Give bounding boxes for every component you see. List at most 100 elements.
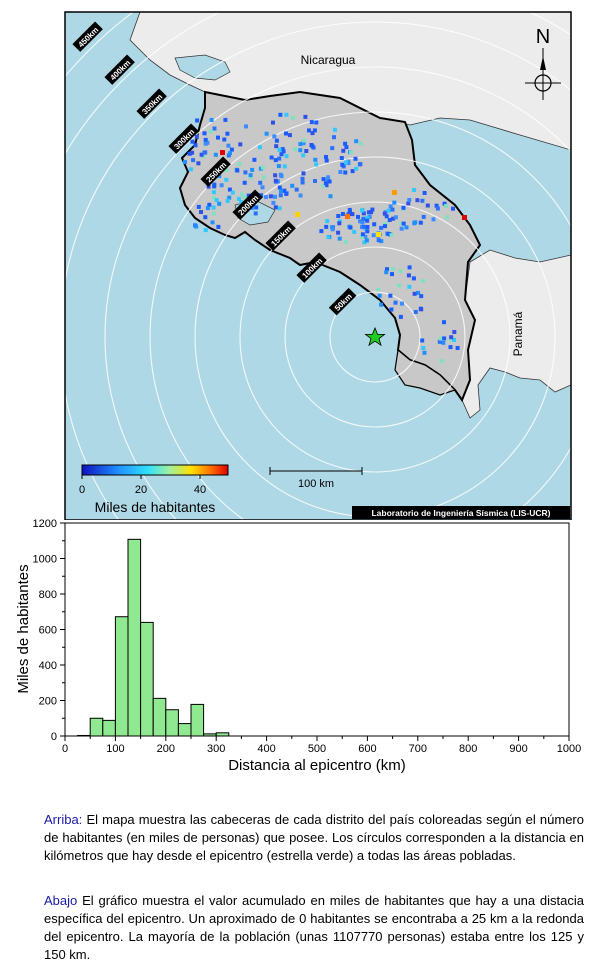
district-marker [383, 221, 388, 226]
district-marker [360, 232, 365, 237]
district-marker [298, 193, 303, 198]
district-marker [412, 188, 417, 192]
district-marker [278, 112, 283, 117]
district-marker [383, 224, 387, 229]
y-tick-label: 600 [39, 625, 57, 637]
district-marker [224, 177, 229, 182]
district-marker [326, 235, 331, 240]
x-tick-label: 700 [409, 743, 427, 755]
district-marker [376, 238, 381, 243]
district-marker [407, 265, 412, 270]
x-axis-label: Distancia al epicentro (km) [228, 757, 406, 774]
district-marker [273, 173, 278, 178]
district-marker [225, 131, 230, 136]
district-marker [238, 142, 243, 147]
district-marker [314, 120, 319, 125]
district-marker [304, 149, 309, 153]
district-marker [370, 207, 375, 212]
district-marker [376, 287, 381, 292]
district-marker [386, 208, 391, 213]
map-frame [64, 11, 572, 520]
y-tick-label: 0 [51, 731, 57, 743]
district-marker [357, 162, 362, 167]
district-marker [343, 240, 348, 245]
district-marker [379, 239, 384, 244]
district-marker [437, 339, 442, 344]
y-axis-label: Miles de habitantes [15, 564, 32, 693]
district-marker [220, 150, 225, 155]
district-marker [279, 189, 283, 194]
credit-label: Laboratorio de Ingeniería Sísmica (LIS-U… [371, 508, 550, 518]
district-marker [412, 291, 417, 296]
lake-nicaragua [174, 54, 231, 81]
district-marker [239, 200, 244, 204]
district-marker [385, 267, 389, 272]
district-marker [413, 220, 418, 225]
district-marker [371, 233, 376, 238]
district-marker [226, 143, 231, 148]
district-marker [250, 167, 255, 172]
district-marker [382, 211, 387, 216]
district-marker [369, 210, 374, 215]
district-marker [294, 187, 299, 192]
district-marker [384, 270, 389, 275]
district-marker [210, 220, 215, 225]
district-marker [398, 314, 403, 319]
district-marker [435, 206, 440, 211]
district-marker [411, 276, 416, 281]
district-marker [365, 229, 370, 234]
district-marker [248, 173, 253, 178]
district-marker [183, 160, 187, 165]
x-tick-label: 600 [358, 743, 376, 755]
district-marker [307, 128, 311, 133]
x-tick-label: 400 [257, 743, 275, 755]
district-marker [236, 196, 241, 201]
scale-bar-label: 100 km [298, 478, 334, 490]
scale-bar [269, 467, 363, 475]
colorbar-label: Miles de habitantes [95, 499, 216, 515]
district-marker [254, 205, 259, 210]
district-marker [413, 310, 418, 314]
histogram-bar-200km [165, 709, 179, 737]
x-axis-ticks: 0 100 200 300 400 500 600 700 800 900 1000 [62, 736, 581, 755]
district-marker [193, 143, 198, 148]
district-marker [390, 266, 395, 271]
district-marker [301, 171, 306, 176]
district-marker [298, 142, 303, 147]
district-marker [379, 302, 384, 307]
district-marker [462, 215, 467, 220]
district-marker [442, 201, 447, 206]
district-marker [219, 183, 224, 188]
colorbar-ticks [81, 475, 201, 479]
district-marker [361, 224, 366, 229]
caption-top-lead: Arriba: [44, 812, 83, 827]
histogram-bar-175km [152, 697, 167, 737]
district-marker [278, 193, 283, 198]
district-marker [217, 174, 222, 178]
district-marker [346, 159, 351, 164]
district-marker [420, 198, 425, 203]
district-marker [324, 224, 329, 229]
district-marker [196, 161, 201, 166]
district-marker [390, 207, 395, 212]
histogram-bar-225km [177, 723, 192, 737]
district-marker [407, 284, 412, 289]
district-marker [398, 269, 403, 273]
district-marker [194, 224, 199, 229]
country-label-nicaragua: Nicaragua [301, 53, 356, 67]
district-marker [314, 162, 319, 167]
district-marker [386, 232, 391, 236]
district-marker [295, 212, 300, 217]
district-marker [280, 147, 285, 152]
district-marker [323, 181, 328, 186]
histogram-bar-25km [77, 734, 91, 737]
district-marker [452, 330, 457, 334]
credit-box [352, 506, 570, 519]
district-marker [392, 200, 397, 205]
colorbar-tick-0: 0 [79, 484, 85, 496]
district-marker [404, 225, 409, 230]
district-marker [303, 114, 308, 119]
district-marker [401, 205, 406, 210]
district-marker [284, 154, 289, 159]
district-marker [337, 236, 342, 241]
